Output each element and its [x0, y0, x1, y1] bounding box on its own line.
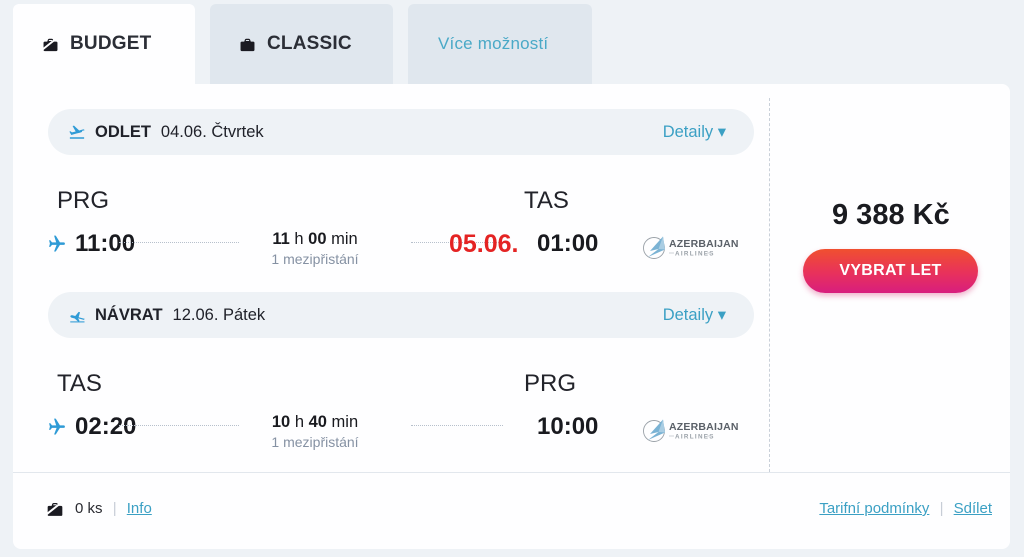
- svg-text:AIRLINES: AIRLINES: [675, 251, 715, 258]
- svg-text:AZERBAIJAN: AZERBAIJAN: [669, 238, 739, 250]
- svg-text:AZERBAIJAN: AZERBAIJAN: [669, 421, 739, 433]
- svg-text:AIRLINES: AIRLINES: [675, 434, 715, 441]
